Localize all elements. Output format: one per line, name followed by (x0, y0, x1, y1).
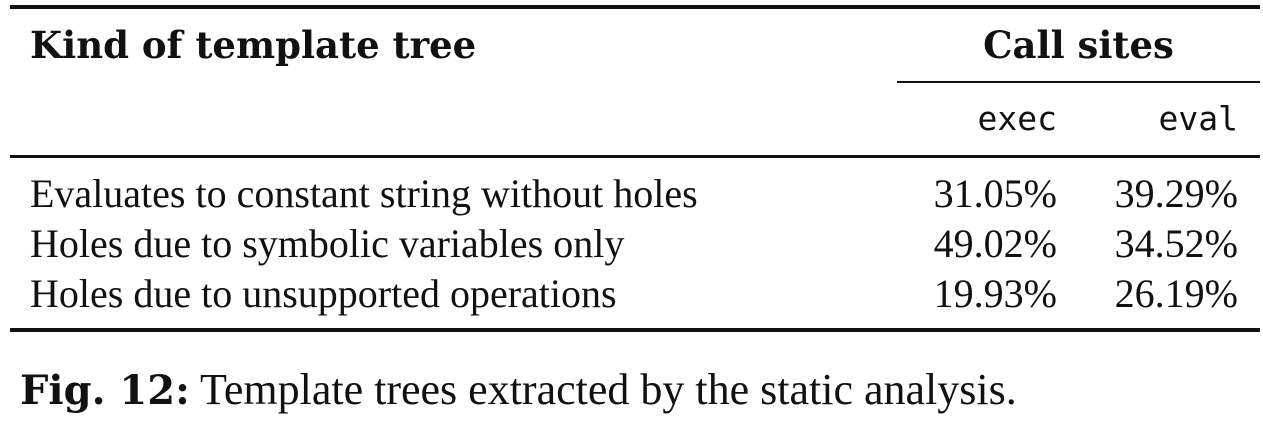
table-mid-rule (10, 155, 1260, 158)
figure-caption-text: Template trees extracted by the static a… (189, 365, 1017, 414)
table-top-rule (10, 5, 1260, 9)
exec-value: 19.93% (933, 271, 1057, 316)
eval-column-header: eval (1158, 99, 1238, 138)
eval-value: 34.52% (1114, 221, 1238, 266)
row-label: Evaluates to constant string without hol… (30, 171, 698, 216)
row-label: Holes due to symbolic variables only (30, 221, 625, 266)
exec-column-header: exec (977, 99, 1057, 138)
table-bottom-rule (10, 328, 1260, 332)
call-sites-group-header: Call sites (983, 23, 1174, 67)
exec-value: 31.05% (933, 171, 1057, 216)
eval-value: 26.19% (1114, 271, 1238, 316)
call-sites-underline-rule (897, 81, 1260, 83)
figure-caption-label: Fig. 12: (20, 367, 190, 414)
eval-value: 39.29% (1114, 171, 1238, 216)
row-label: Holes due to unsupported operations (30, 271, 617, 316)
figure-caption: Fig. 12: Template trees extracted by the… (20, 368, 1017, 412)
kind-column-header: Kind of template tree (30, 23, 477, 67)
exec-value: 49.02% (933, 221, 1057, 266)
